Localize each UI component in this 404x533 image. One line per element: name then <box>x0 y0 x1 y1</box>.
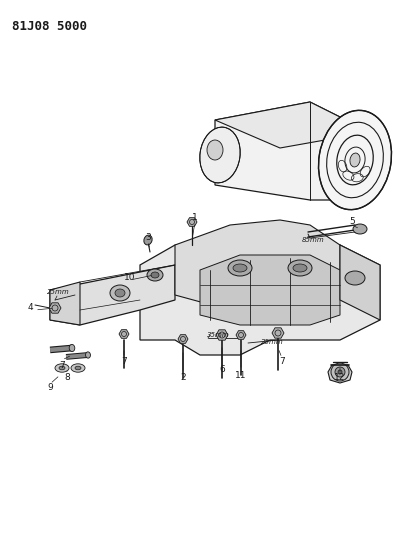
Text: 3: 3 <box>145 232 151 241</box>
Polygon shape <box>50 265 175 325</box>
Polygon shape <box>200 255 340 325</box>
Polygon shape <box>272 328 284 338</box>
Ellipse shape <box>345 271 365 285</box>
Ellipse shape <box>59 366 65 370</box>
Text: 7: 7 <box>121 358 127 367</box>
Ellipse shape <box>69 344 75 352</box>
Ellipse shape <box>55 364 69 372</box>
Polygon shape <box>49 303 61 313</box>
Ellipse shape <box>144 235 152 245</box>
Ellipse shape <box>338 370 342 374</box>
Text: 7: 7 <box>59 360 65 369</box>
Ellipse shape <box>228 260 252 276</box>
Polygon shape <box>340 245 380 320</box>
Ellipse shape <box>353 224 367 234</box>
Text: 12: 12 <box>335 374 346 383</box>
Text: 10: 10 <box>124 273 136 282</box>
Ellipse shape <box>110 285 130 301</box>
Ellipse shape <box>86 352 90 358</box>
Ellipse shape <box>318 110 391 209</box>
Ellipse shape <box>288 260 312 276</box>
Polygon shape <box>328 365 352 383</box>
Text: 85mm: 85mm <box>302 237 324 243</box>
Text: 81J08 5000: 81J08 5000 <box>12 20 87 33</box>
Ellipse shape <box>233 264 247 272</box>
Ellipse shape <box>331 363 349 381</box>
Ellipse shape <box>350 153 360 167</box>
Ellipse shape <box>335 367 345 377</box>
Polygon shape <box>175 220 340 315</box>
Polygon shape <box>50 282 80 325</box>
Polygon shape <box>215 102 370 200</box>
Ellipse shape <box>75 366 81 370</box>
Polygon shape <box>236 330 246 340</box>
Text: 8: 8 <box>64 374 70 383</box>
Text: 2: 2 <box>180 373 186 382</box>
Text: 25mm: 25mm <box>261 339 283 345</box>
Text: 1: 1 <box>192 214 198 222</box>
Ellipse shape <box>293 264 307 272</box>
Polygon shape <box>119 330 129 338</box>
Ellipse shape <box>151 272 159 278</box>
Text: 4: 4 <box>27 303 33 312</box>
Polygon shape <box>178 335 188 343</box>
Ellipse shape <box>200 127 240 183</box>
Polygon shape <box>215 102 370 148</box>
Text: 25mm: 25mm <box>46 289 69 295</box>
Ellipse shape <box>71 364 85 372</box>
Ellipse shape <box>147 269 163 281</box>
Text: 11: 11 <box>235 370 247 379</box>
Ellipse shape <box>207 140 223 160</box>
Polygon shape <box>187 217 197 227</box>
Text: 6: 6 <box>219 366 225 375</box>
Text: 5: 5 <box>349 217 355 227</box>
Polygon shape <box>216 330 228 340</box>
Text: 35mm: 35mm <box>206 332 229 338</box>
Polygon shape <box>140 245 380 355</box>
Ellipse shape <box>115 289 125 297</box>
Text: 9: 9 <box>47 384 53 392</box>
Text: 7: 7 <box>279 358 285 367</box>
